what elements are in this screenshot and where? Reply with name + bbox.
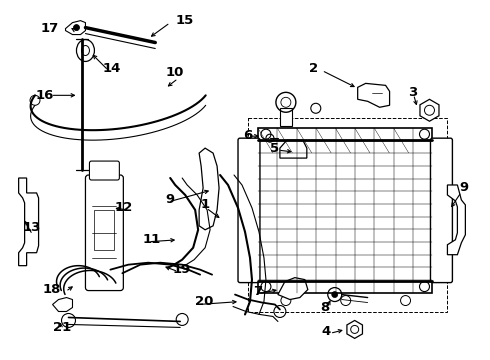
Text: 2: 2 (309, 62, 318, 75)
Polygon shape (447, 185, 465, 255)
FancyBboxPatch shape (238, 138, 260, 283)
Polygon shape (66, 21, 85, 35)
Bar (248, 118, 447, 312)
Text: 8: 8 (320, 301, 329, 314)
Polygon shape (52, 298, 73, 311)
Text: 20: 20 (195, 295, 214, 308)
Bar (95, 210, 114, 250)
Circle shape (332, 292, 338, 298)
FancyBboxPatch shape (85, 175, 123, 291)
Text: 16: 16 (36, 89, 54, 102)
Text: 11: 11 (142, 233, 161, 246)
Polygon shape (280, 140, 307, 158)
Ellipse shape (81, 45, 90, 55)
Text: 6: 6 (243, 129, 252, 142)
Text: 10: 10 (166, 66, 184, 79)
Text: 4: 4 (322, 325, 331, 338)
Text: 1: 1 (201, 198, 210, 211)
Polygon shape (19, 178, 39, 266)
Bar (258, 128, 433, 293)
Text: 21: 21 (52, 321, 71, 334)
FancyBboxPatch shape (431, 138, 452, 283)
Text: 9: 9 (165, 193, 174, 206)
Text: 17: 17 (40, 22, 58, 35)
Text: 7: 7 (253, 285, 262, 298)
Text: 18: 18 (42, 283, 61, 296)
Polygon shape (199, 148, 219, 230)
Text: 14: 14 (102, 62, 121, 75)
Text: 9: 9 (460, 181, 469, 194)
Text: 3: 3 (408, 86, 417, 99)
Text: 19: 19 (172, 263, 191, 276)
Text: 15: 15 (175, 14, 194, 27)
Polygon shape (278, 278, 308, 300)
Ellipse shape (76, 40, 95, 62)
Text: 12: 12 (114, 201, 132, 215)
FancyBboxPatch shape (90, 161, 120, 180)
Bar (280, 108, 292, 126)
Text: 13: 13 (23, 221, 41, 234)
Circle shape (74, 24, 79, 31)
Text: 5: 5 (270, 141, 279, 155)
Polygon shape (358, 84, 390, 107)
